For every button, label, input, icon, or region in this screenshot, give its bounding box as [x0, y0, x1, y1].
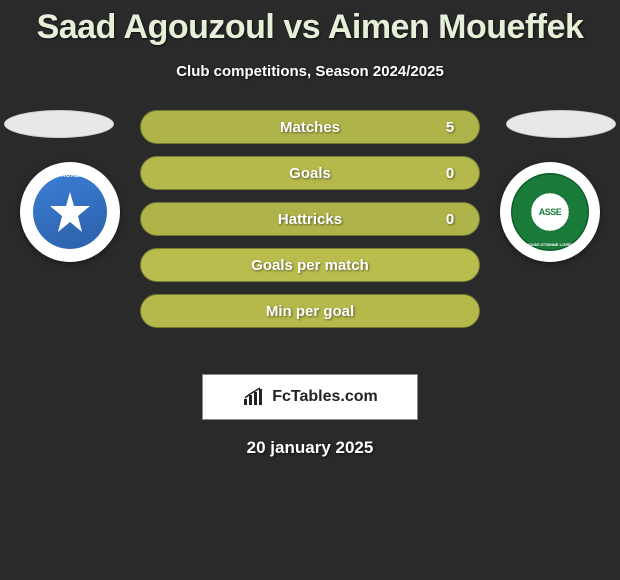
stat-label: Goals per match	[185, 257, 435, 274]
stat-label: Min per goal	[185, 303, 435, 320]
stat-value-right: 0	[435, 211, 465, 228]
stat-label: Matches	[185, 119, 435, 136]
stat-pill: Goals per match	[140, 248, 480, 282]
comparison-panel: Matches5Goals0Hattricks0Goals per matchM…	[0, 110, 620, 350]
stat-rows: Matches5Goals0Hattricks0Goals per matchM…	[140, 110, 480, 328]
player-oval-right	[506, 110, 616, 138]
page-subtitle: Club competitions, Season 2024/2025	[0, 63, 620, 80]
date-text: 20 january 2025	[0, 438, 620, 458]
club-circle-left	[20, 162, 120, 262]
stat-pill: Goals0	[140, 156, 480, 190]
brand-text: FcTables.com	[272, 388, 378, 406]
brand-box[interactable]: FcTables.com	[202, 374, 418, 420]
auxerre-logo	[33, 175, 107, 249]
club-badge-left	[20, 162, 120, 262]
asse-logo	[511, 173, 589, 251]
player-oval-left	[4, 110, 114, 138]
stat-value-right: 5	[435, 119, 465, 136]
stat-pill: Min per goal	[140, 294, 480, 328]
stat-value-right: 0	[435, 165, 465, 182]
club-circle-right	[500, 162, 600, 262]
chart-icon	[242, 387, 266, 407]
stat-label: Hattricks	[185, 211, 435, 228]
stat-pill: Hattricks0	[140, 202, 480, 236]
page-title: Saad Agouzoul vs Aimen Moueffek	[0, 0, 620, 47]
stat-label: Goals	[185, 165, 435, 182]
stat-pill: Matches5	[140, 110, 480, 144]
club-badge-right	[500, 162, 600, 262]
